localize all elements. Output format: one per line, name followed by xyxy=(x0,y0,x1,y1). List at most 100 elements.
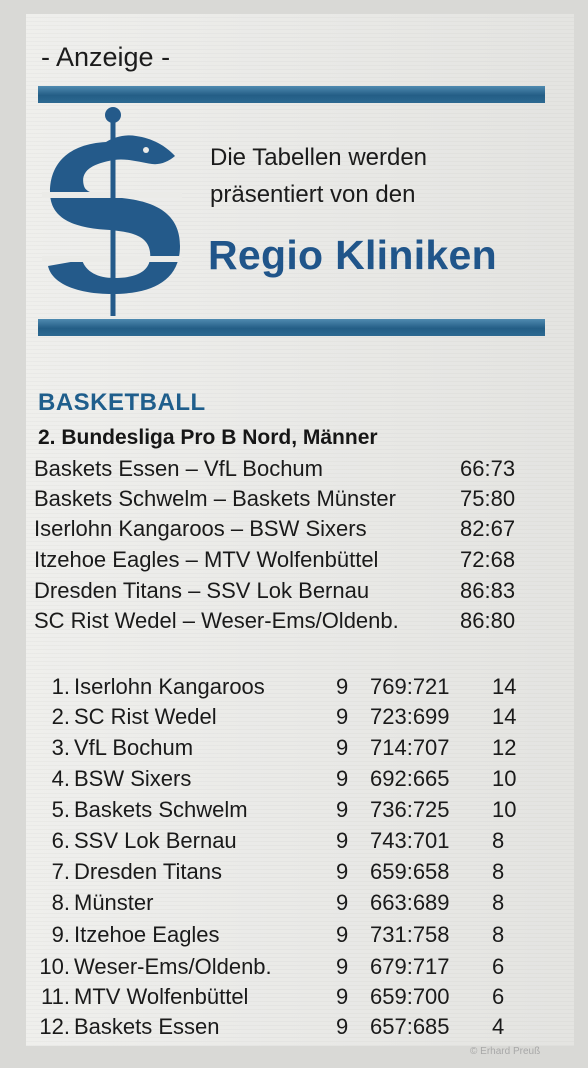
newspaper-clipping xyxy=(26,14,574,1046)
result-match: SC Rist Wedel – Weser-Ems/Oldenb. xyxy=(34,608,399,633)
table-row: 8. Münster 9 663:689 8 xyxy=(34,890,554,921)
table-row: 9. Itzehoe Eagles 9 731:758 8 xyxy=(34,922,554,953)
result-match: Itzehoe Eagles – MTV Wolfenbüttel xyxy=(34,547,379,572)
table-rank: 10. xyxy=(39,954,70,979)
table-points-ratio: 692:665 xyxy=(370,766,450,791)
table-games: 9 xyxy=(336,674,349,699)
table-games: 9 xyxy=(336,954,349,979)
table-points-ratio: 731:758 xyxy=(370,922,450,947)
table-team: Iserlohn Kangaroos xyxy=(74,674,265,699)
table-rank: 3. xyxy=(51,735,70,760)
table-games: 9 xyxy=(336,735,349,760)
table-points: 4 xyxy=(492,1014,505,1039)
photo-credit: © Erhard Preuß xyxy=(470,1046,541,1057)
result-score: 82:67 xyxy=(460,516,516,541)
table-points-ratio: 769:721 xyxy=(370,674,450,699)
table-team: Dresden Titans xyxy=(74,859,222,884)
table-row: 4. BSW Sixers 9 692:665 10 xyxy=(34,766,554,797)
table-team: Münster xyxy=(74,890,154,915)
table-points-ratio: 723:699 xyxy=(370,704,450,729)
table-games: 9 xyxy=(336,704,349,729)
result-score: 66:73 xyxy=(460,456,516,481)
ad-label: - Anzeige - xyxy=(41,42,171,72)
league-title: 2. Bundesliga Pro B Nord, Männer xyxy=(38,426,378,449)
table-rank: 6. xyxy=(51,828,70,853)
table-points: 10 xyxy=(492,797,517,822)
table-row: 12. Baskets Essen 9 657:685 4 xyxy=(34,1014,554,1045)
table-rank: 4. xyxy=(51,766,70,791)
ad-top-bar xyxy=(38,86,545,103)
table-points: 8 xyxy=(492,859,505,884)
table-row: 3. VfL Bochum 9 714:707 12 xyxy=(34,735,554,766)
table-row: 1. Iserlohn Kangaroos 9 769:721 14 xyxy=(34,674,554,705)
table-games: 9 xyxy=(336,1014,349,1039)
table-points-ratio: 657:685 xyxy=(370,1014,450,1039)
table-rank: 1. xyxy=(51,674,70,699)
table-points-ratio: 743:701 xyxy=(370,828,450,853)
regio-kliniken-logo-icon xyxy=(42,107,182,316)
result-row: SC Rist Wedel – Weser-Ems/Oldenb. 86:80 xyxy=(34,608,534,638)
table-points: 10 xyxy=(492,766,517,791)
result-score: 86:80 xyxy=(460,608,516,633)
table-points-ratio: 679:717 xyxy=(370,954,450,979)
table-games: 9 xyxy=(336,859,349,884)
table-team: Baskets Essen xyxy=(74,1014,220,1039)
table-rank: 2. xyxy=(51,704,70,729)
table-points: 6 xyxy=(492,954,505,979)
table-row: 5. Baskets Schwelm 9 736:725 10 xyxy=(34,797,554,828)
table-row: 10. Weser-Ems/Oldenb. 9 679:717 6 xyxy=(34,954,554,985)
result-row: Baskets Schwelm – Baskets Münster 75:80 xyxy=(34,486,534,516)
table-team: SSV Lok Bernau xyxy=(74,828,237,853)
table-team: BSW Sixers xyxy=(74,766,192,791)
result-row: Dresden Titans – SSV Lok Bernau 86:83 xyxy=(34,578,534,608)
table-points: 8 xyxy=(492,922,505,947)
table-row: 2. SC Rist Wedel 9 723:699 14 xyxy=(34,704,554,735)
table-points: 12 xyxy=(492,735,517,760)
table-games: 9 xyxy=(336,890,349,915)
result-row: Iserlohn Kangaroos – BSW Sixers 82:67 xyxy=(34,516,534,546)
result-score: 86:83 xyxy=(460,578,516,603)
ad-bottom-bar xyxy=(38,319,545,336)
result-match: Baskets Essen – VfL Bochum xyxy=(34,456,323,481)
ad-headline-line1: Die Tabellen werden xyxy=(210,144,428,171)
table-points-ratio: 659:658 xyxy=(370,859,450,884)
ad-brand: Regio Kliniken xyxy=(208,232,497,278)
result-match: Iserlohn Kangaroos – BSW Sixers xyxy=(34,516,367,541)
table-rank: 11. xyxy=(41,984,70,1009)
result-row: Itzehoe Eagles – MTV Wolfenbüttel 72:68 xyxy=(34,547,534,577)
table-team: VfL Bochum xyxy=(74,735,194,760)
table-games: 9 xyxy=(336,797,349,822)
table-team: SC Rist Wedel xyxy=(74,704,217,729)
table-team: Weser-Ems/Oldenb. xyxy=(74,954,272,979)
table-points-ratio: 663:689 xyxy=(370,890,450,915)
table-points-ratio: 714:707 xyxy=(370,735,450,760)
table-points: 14 xyxy=(492,704,517,729)
table-rank: 8. xyxy=(51,890,70,915)
result-score: 72:68 xyxy=(460,547,516,572)
table-points-ratio: 659:700 xyxy=(370,984,450,1009)
table-points: 6 xyxy=(492,984,505,1009)
table-team: MTV Wolfenbüttel xyxy=(74,984,249,1009)
result-score: 75:80 xyxy=(460,486,516,511)
table-team: Itzehoe Eagles xyxy=(74,922,220,947)
table-points: 8 xyxy=(492,890,505,915)
table-points-ratio: 736:725 xyxy=(370,797,450,822)
table-games: 9 xyxy=(336,922,349,947)
table-games: 9 xyxy=(336,828,349,853)
result-match: Dresden Titans – SSV Lok Bernau xyxy=(34,578,370,603)
result-match: Baskets Schwelm – Baskets Münster xyxy=(34,486,396,511)
table-row: 7. Dresden Titans 9 659:658 8 xyxy=(34,859,554,890)
table-row: 11. MTV Wolfenbüttel 9 659:700 6 xyxy=(34,984,554,1015)
table-row: 6. SSV Lok Bernau 9 743:701 8 xyxy=(34,828,554,859)
table-rank: 7. xyxy=(51,859,70,884)
table-games: 9 xyxy=(336,766,349,791)
table-rank: 9. xyxy=(51,922,70,947)
section-title: BASKETBALL xyxy=(38,389,206,416)
table-team: Baskets Schwelm xyxy=(74,797,248,822)
table-rank: 5. xyxy=(51,797,70,822)
table-points: 14 xyxy=(492,674,517,699)
result-row: Baskets Essen – VfL Bochum 66:73 xyxy=(34,456,534,486)
table-points: 8 xyxy=(492,828,505,853)
table-games: 9 xyxy=(336,984,349,1009)
table-rank: 12. xyxy=(39,1014,70,1039)
